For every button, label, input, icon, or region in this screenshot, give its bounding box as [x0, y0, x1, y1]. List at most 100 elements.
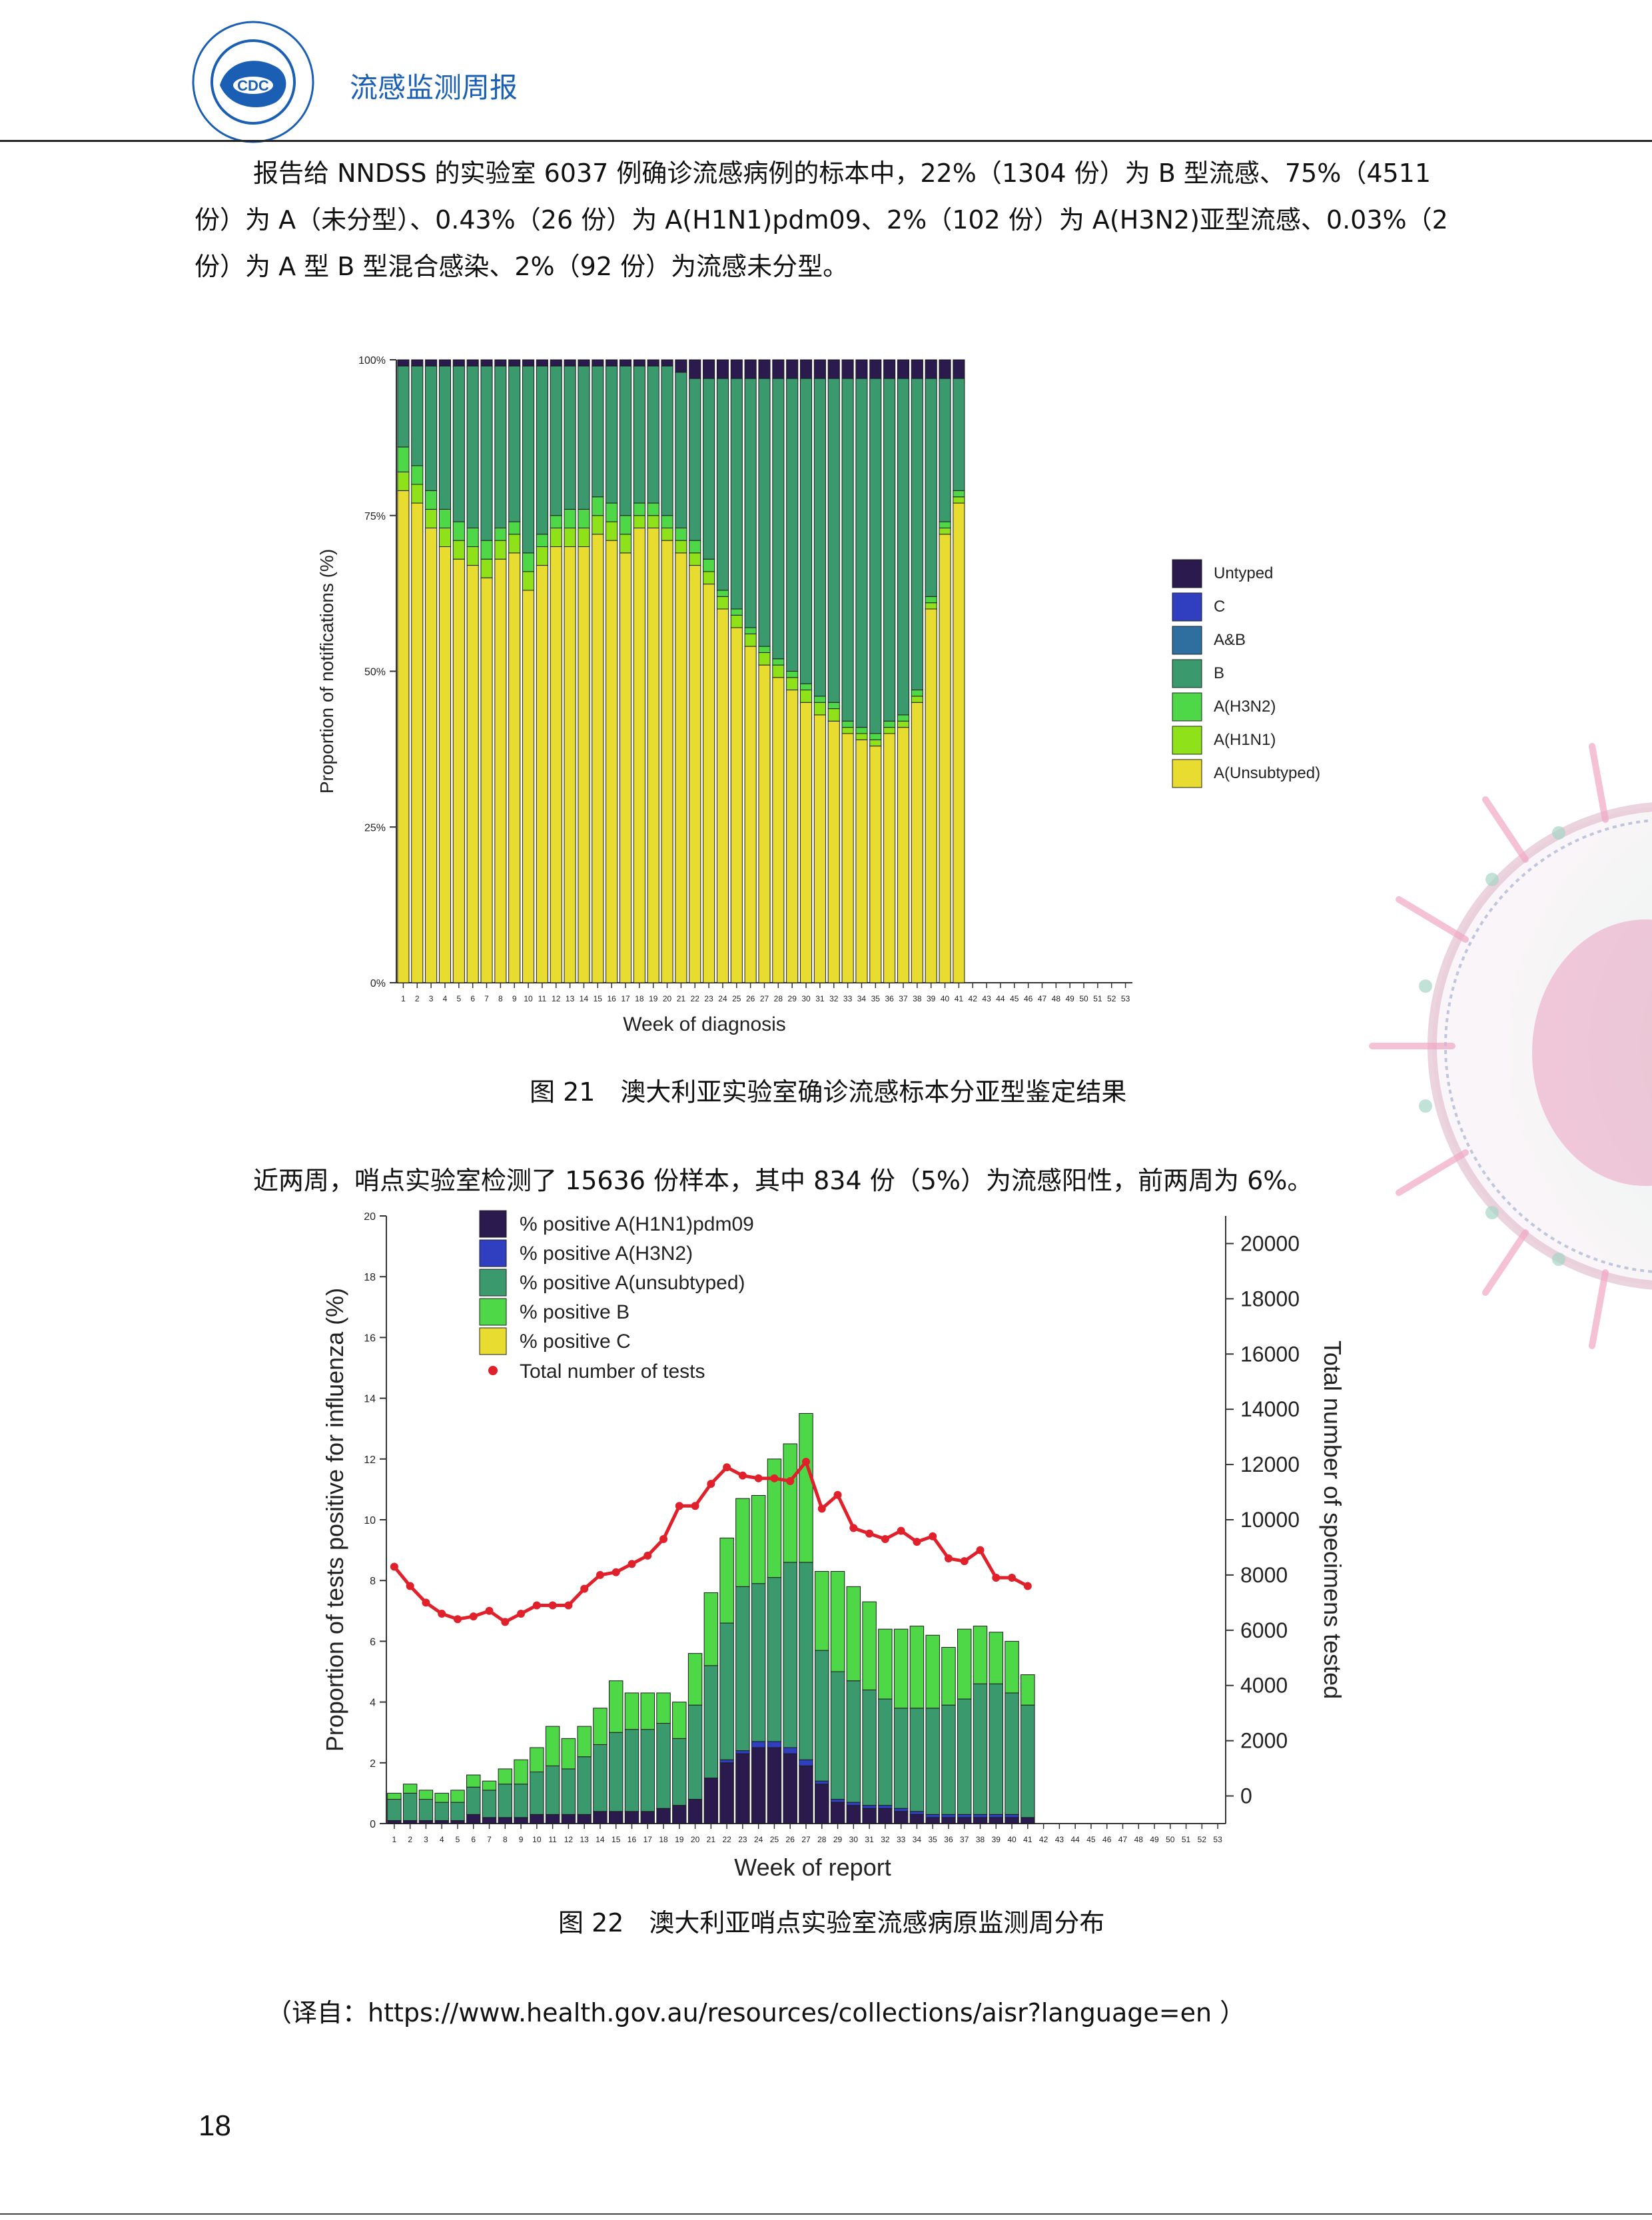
bar-segment	[841, 727, 854, 734]
x-tick-label: 30	[849, 1835, 859, 1844]
bar-segment	[813, 359, 826, 379]
total-tests-point	[691, 1502, 699, 1510]
x-tick-label: 16	[607, 994, 616, 1003]
x-tick-label: 14	[580, 994, 589, 1003]
bar-segment	[1005, 1817, 1019, 1824]
bar-segment	[640, 1729, 655, 1812]
bar-segment	[941, 1647, 956, 1706]
bar-segment	[452, 521, 465, 541]
bar-segment	[815, 1780, 829, 1785]
bar-segment	[767, 1458, 782, 1578]
y2-tick-label: 18000	[1240, 1287, 1300, 1311]
bar-segment	[841, 720, 854, 728]
bar-segment	[813, 378, 826, 697]
bar-segment	[480, 359, 493, 366]
x-tick-label: 31	[815, 994, 825, 1003]
y-tick-label: 16	[364, 1333, 376, 1344]
x-tick-label: 9	[512, 994, 517, 1003]
bar-segment	[883, 727, 896, 734]
bar-segment	[862, 1601, 877, 1690]
x-tick-label: 34	[857, 994, 867, 1003]
bar-segment	[767, 1741, 782, 1748]
bar-segment	[438, 365, 452, 510]
x-tick-label: 35	[929, 1835, 938, 1844]
x-axis-label: Week of report	[734, 1854, 891, 1881]
bar-segment	[925, 378, 937, 597]
bar-segment	[703, 1592, 719, 1666]
bar-segment	[869, 359, 882, 379]
bar-segment	[577, 1814, 592, 1824]
bar-segment	[730, 378, 743, 610]
bar-segment	[953, 490, 965, 498]
bar-segment	[830, 1802, 845, 1824]
x-tick-label: 9	[519, 1835, 524, 1844]
y-tick-label: 0%	[370, 978, 386, 989]
bar-segment	[647, 502, 659, 516]
x-tick-label: 26	[746, 994, 755, 1003]
bar-segment	[624, 1811, 639, 1824]
bar-segment	[716, 378, 729, 591]
x-tick-label: 43	[982, 994, 991, 1003]
bar-segment	[855, 378, 868, 728]
bar-segment	[893, 1808, 909, 1812]
bar-segment	[878, 1808, 893, 1824]
x-tick-label: 16	[627, 1835, 637, 1844]
x-tick-label: 34	[913, 1835, 922, 1844]
x-tick-label: 39	[927, 994, 936, 1003]
bar-segment	[687, 1799, 703, 1824]
legend-swatch	[1172, 692, 1202, 722]
x-tick-label: 33	[897, 1835, 906, 1844]
legend-swatch	[479, 1327, 507, 1355]
bar-segment	[883, 733, 896, 983]
bar-segment	[656, 1808, 671, 1824]
bar-segment	[735, 1586, 750, 1752]
x-tick-label: 29	[833, 1835, 843, 1844]
bar-segment	[1021, 1817, 1035, 1824]
total-tests-point	[564, 1601, 573, 1610]
bar-segment	[735, 1498, 750, 1587]
bar-segment	[647, 527, 659, 983]
bar-segment	[498, 1784, 513, 1818]
header-rule	[0, 140, 1652, 142]
bar-segment	[434, 1820, 449, 1824]
bar-segment	[466, 565, 479, 983]
bar-segment	[687, 1704, 703, 1800]
bar-segment	[973, 1817, 988, 1824]
x-tick-label: 38	[976, 1835, 985, 1844]
x-tick-label: 38	[913, 994, 922, 1003]
bar-segment	[606, 359, 618, 366]
bar-segment	[619, 365, 632, 516]
y2-tick-label: 10000	[1240, 1508, 1300, 1532]
total-tests-point	[754, 1474, 763, 1482]
total-tests-point	[532, 1601, 541, 1610]
total-tests-point	[802, 1457, 810, 1466]
bar-segment	[953, 378, 965, 491]
x-tick-label: 44	[996, 994, 1005, 1003]
bar-segment	[418, 1820, 434, 1824]
bar-segment	[799, 1412, 813, 1563]
bar-segment	[578, 527, 590, 548]
bar-segment	[758, 664, 771, 983]
bar-segment	[640, 1692, 655, 1730]
bar-segment	[730, 359, 743, 379]
bar-segment	[830, 1571, 845, 1672]
bar-segment	[735, 1750, 750, 1754]
bar-segment	[716, 596, 729, 610]
y2-tick-label: 0	[1240, 1784, 1252, 1808]
bar-segment	[647, 515, 659, 528]
bar-segment	[799, 690, 813, 703]
bar-segment	[862, 1808, 877, 1824]
bar-segment	[438, 546, 452, 983]
bar-segment	[772, 664, 785, 678]
bar-segment	[869, 739, 882, 747]
bar-segment	[939, 521, 951, 528]
total-tests-point	[770, 1474, 779, 1482]
bar-segment	[813, 702, 826, 716]
bar-segment	[661, 359, 673, 366]
bar-segment	[772, 677, 785, 983]
bar-segment	[425, 490, 438, 510]
x-tick-label: 15	[594, 994, 603, 1003]
x-tick-label: 30	[801, 994, 811, 1003]
bar-segment	[452, 365, 465, 522]
bar-segment	[633, 527, 645, 983]
